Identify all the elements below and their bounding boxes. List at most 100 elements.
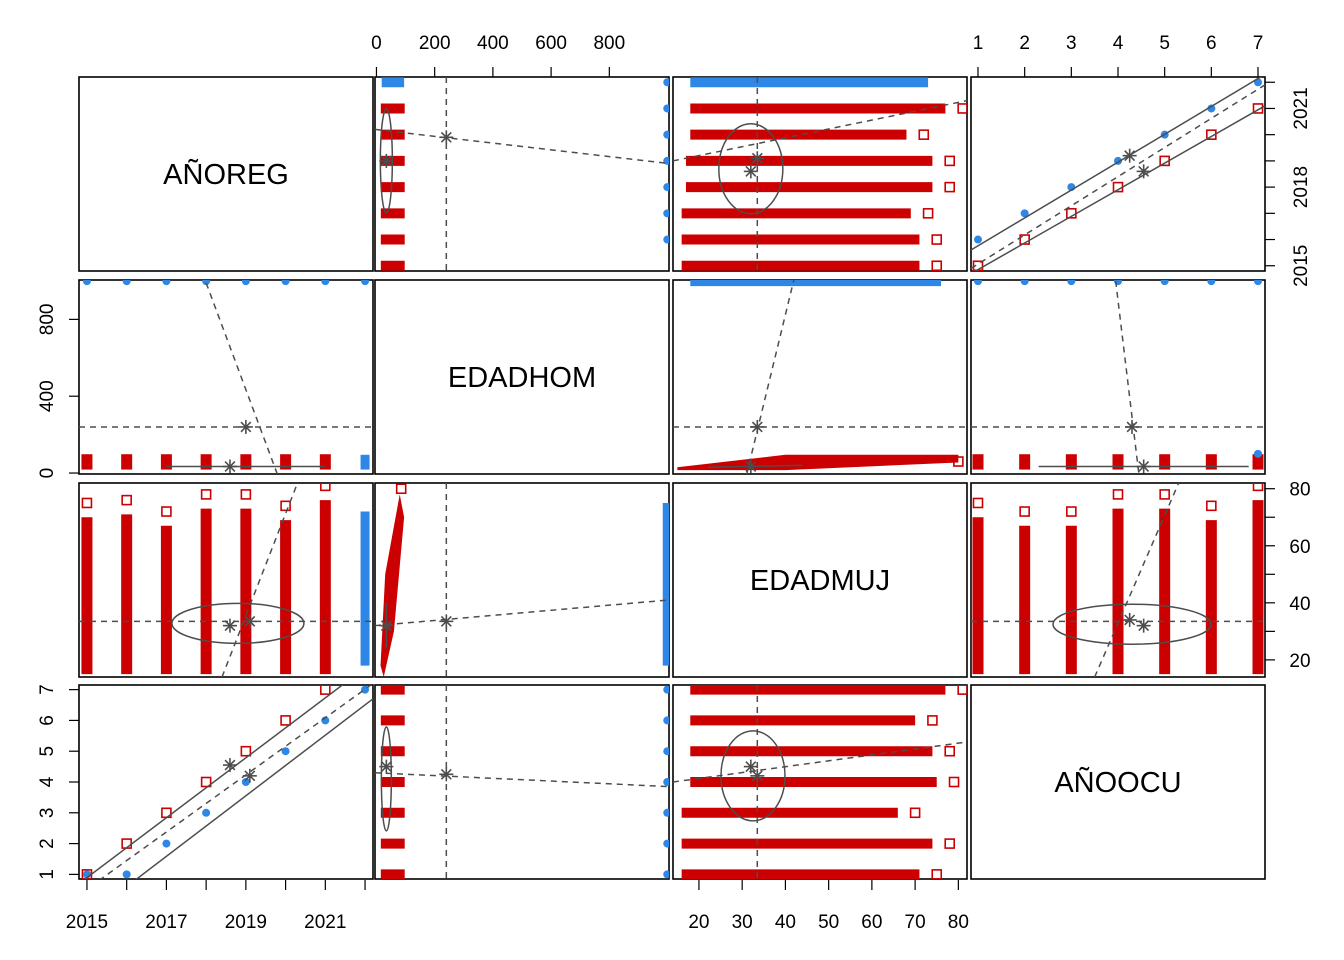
centroid-stroke <box>380 761 392 773</box>
data-point-blue <box>162 839 171 848</box>
x-tick-label: 800 <box>593 33 625 54</box>
data-point-blue <box>1020 280 1029 286</box>
data-point-red <box>1206 500 1217 512</box>
panel-EDADHOM-vs-AÑOREG <box>79 280 373 474</box>
y-tick-label: 20 <box>1289 651 1310 672</box>
y-tick-label: 800 <box>37 304 58 336</box>
panel-frame <box>374 482 670 678</box>
y-tick-label: 1 <box>37 869 58 880</box>
data-point-red <box>944 155 956 167</box>
concentration-ellipse <box>380 726 393 832</box>
x-tick-label: 7 <box>1253 33 1264 54</box>
concentration-ellipse <box>1052 603 1212 645</box>
data-point-blue <box>82 280 91 286</box>
panel-frame <box>374 279 670 475</box>
data-point-red <box>1019 506 1030 517</box>
data-point-red <box>931 260 943 271</box>
centroid-marker <box>1122 148 1137 163</box>
x-tick-label: 400 <box>477 33 509 54</box>
regression-line <box>83 685 344 879</box>
regression-line <box>221 483 299 677</box>
data-point-blue <box>122 870 131 879</box>
x-tick-label: 1 <box>973 33 984 54</box>
centroid-marker <box>1136 459 1151 474</box>
data-point-blue <box>281 280 290 286</box>
centroid-marker <box>439 614 454 629</box>
y-tick-label: 4 <box>37 776 58 787</box>
panel-AÑOREG-vs-AÑOOCU <box>971 77 1265 271</box>
data-point-red <box>81 497 93 509</box>
data-point-blue <box>1020 209 1029 218</box>
regression-line <box>673 741 967 783</box>
centroid-marker <box>1136 164 1151 179</box>
centroid-stroke <box>380 155 392 167</box>
data-point-blue <box>663 747 669 756</box>
data-point-blue <box>202 808 211 817</box>
centroid-marker <box>238 419 253 434</box>
x-tick-label: 30 <box>732 912 753 933</box>
variable-label: EDADHOM <box>448 362 596 394</box>
data-point-blue <box>321 280 330 286</box>
y-tick-label: 3 <box>37 808 58 819</box>
regression-line <box>1114 280 1140 474</box>
centroid-marker <box>242 614 257 629</box>
data-point-blue <box>241 280 250 286</box>
x-tick-label: 20 <box>688 912 709 933</box>
data-point-red <box>1066 506 1077 517</box>
centroid-marker <box>1122 612 1137 627</box>
data-point-red <box>280 500 291 512</box>
centroid-stroke <box>745 165 757 177</box>
centroid-marker <box>750 768 765 783</box>
panel-EDADHOM-vs-AÑOOCU <box>971 280 1265 474</box>
data-point-blue <box>663 808 669 817</box>
centroid-marker <box>439 767 454 782</box>
data-point-blue <box>663 130 669 139</box>
x-tick-label: 60 <box>861 912 882 933</box>
panel-AÑOREG-vs-EDADHOM <box>375 77 669 271</box>
y-tick-label: 400 <box>37 380 58 412</box>
y-tick-label: 2018 <box>1291 166 1312 208</box>
regression-line <box>375 772 669 788</box>
centroid-marker <box>439 130 454 145</box>
panel-frame <box>672 482 968 678</box>
centroid-stroke <box>224 759 236 771</box>
panel-frame <box>970 279 1266 475</box>
x-tick-label: 80 <box>948 912 969 933</box>
regression-line <box>745 280 795 474</box>
x-tick-label: 6 <box>1206 33 1217 54</box>
data-point-red <box>909 807 921 819</box>
x-tick-label: 2019 <box>225 912 267 933</box>
centroid-marker <box>750 419 765 434</box>
data-point-red <box>395 483 407 495</box>
centroid-stroke <box>1124 150 1136 162</box>
data-point-blue <box>281 747 290 756</box>
centroid-stroke <box>440 131 452 143</box>
data-point-blue <box>663 716 669 725</box>
data-point-red <box>972 497 984 509</box>
data-point-blue <box>663 235 669 244</box>
data-point-red <box>957 103 967 114</box>
centroid-stroke <box>1138 461 1150 472</box>
data-point-red <box>240 745 252 757</box>
y-tick-label: 2 <box>37 838 58 849</box>
data-point-blue <box>663 685 669 694</box>
panel-AÑOREG-vs-EDADMUJ <box>673 77 967 271</box>
data-cloud-red <box>380 494 405 677</box>
data-point-blue <box>1254 449 1262 458</box>
panel-frame <box>374 684 670 880</box>
panel-frame <box>78 76 374 272</box>
data-point-blue <box>663 778 669 786</box>
y-tick-label: 0 <box>37 468 58 479</box>
data-point-blue <box>663 209 669 218</box>
data-point-red <box>121 494 132 506</box>
data-point-blue <box>663 104 669 113</box>
data-point-red <box>944 181 956 193</box>
centroid-stroke <box>224 620 236 632</box>
centroid-stroke <box>240 421 252 433</box>
regression-line <box>375 599 669 627</box>
data-point-blue <box>122 280 131 286</box>
data-cloud-red <box>677 454 959 471</box>
data-point-blue <box>663 839 669 848</box>
panel-frame <box>374 76 670 272</box>
